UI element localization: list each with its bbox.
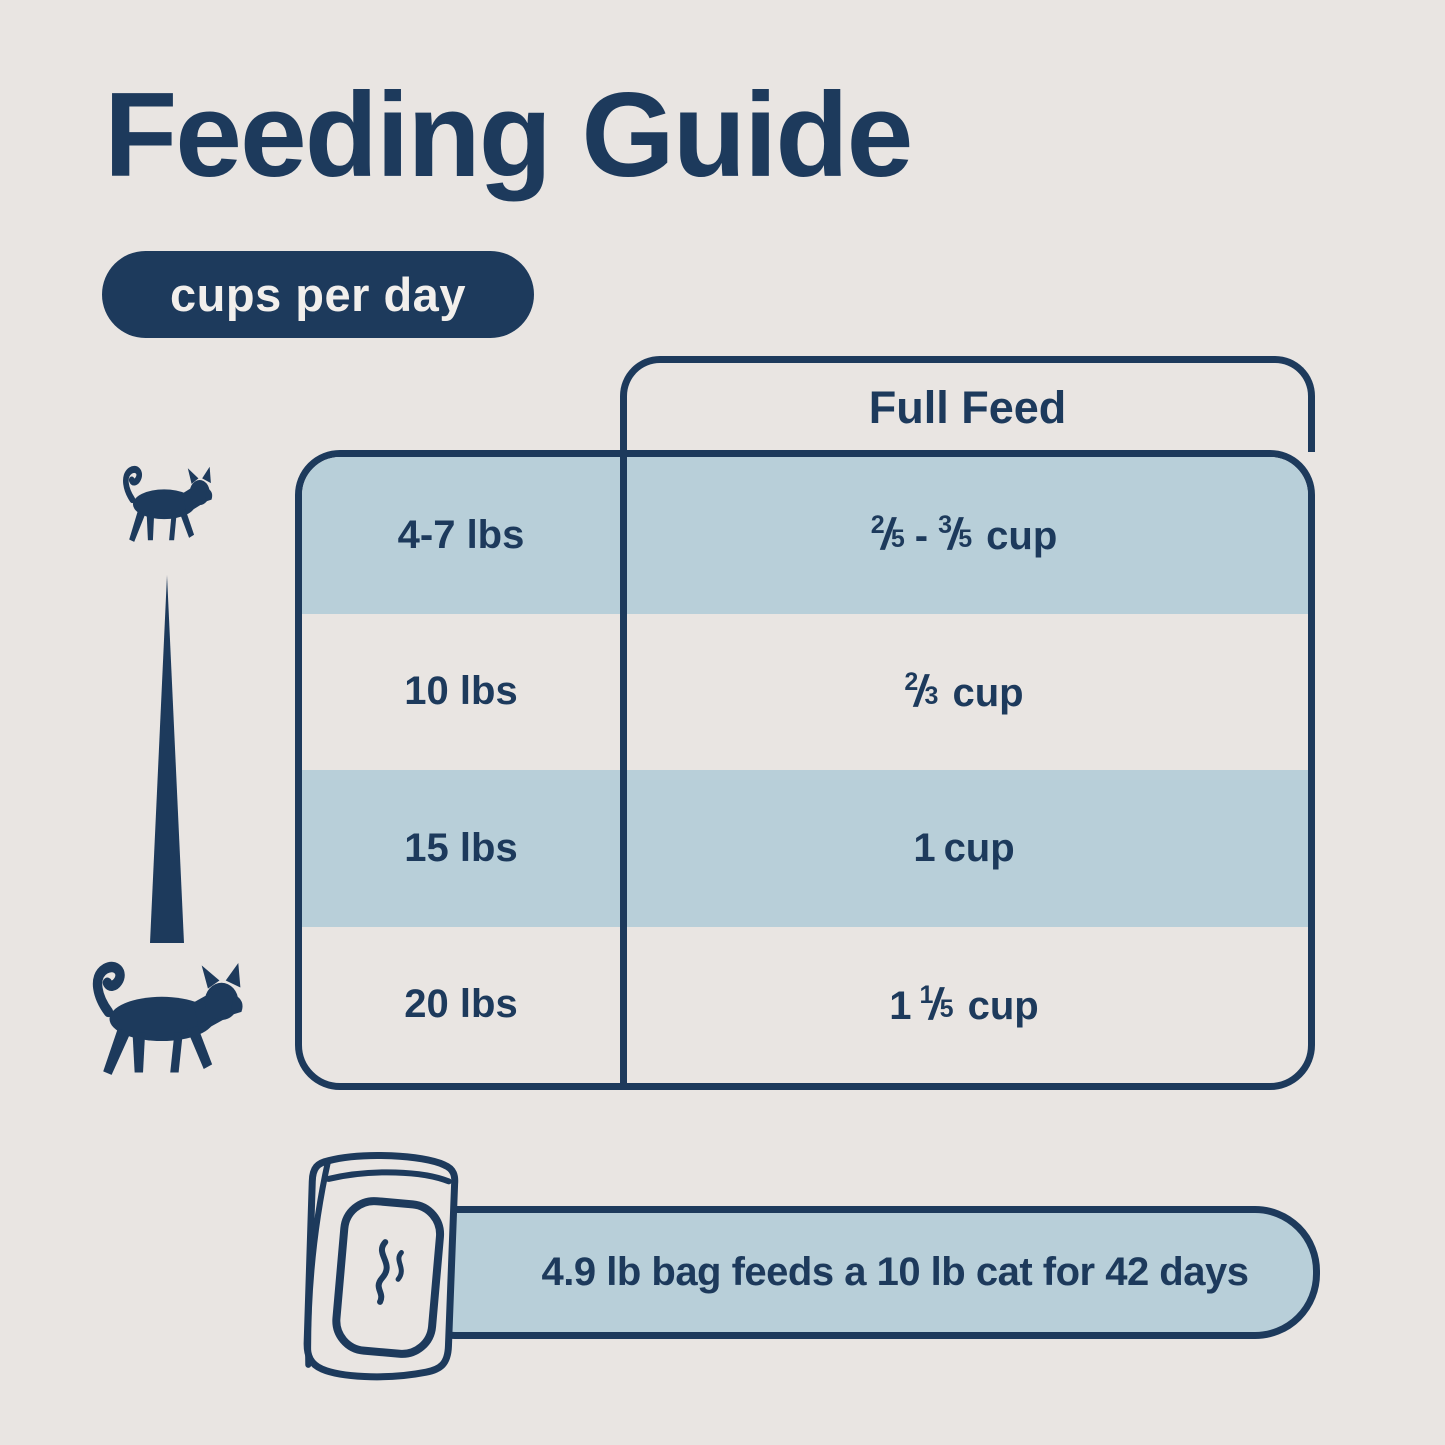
feed-cell: 1 cup — [620, 770, 1308, 927]
table-row: 20 lbs 1 1/5 cup — [302, 927, 1308, 1084]
bag-feeds-banner: 4.9 lb bag feeds a 10 lb cat for 42 days — [425, 1206, 1320, 1339]
weight-cell: 10 lbs — [404, 669, 518, 714]
weight-cell: 15 lbs — [404, 825, 518, 870]
food-bag-icon — [303, 1152, 459, 1381]
size-scale-triangle-icon — [150, 575, 184, 943]
feed-value: 1 cup — [913, 825, 1015, 870]
feeding-table: 4-7 lbs 2/5-3/5 cup 10 lbs 2/3 cup 15 lbs … — [295, 450, 1315, 1090]
feed-cell: 2/5-3/5 cup — [620, 457, 1308, 614]
page-title: Feeding Guide — [104, 68, 913, 202]
feed-value: 1 1/5 cup — [889, 979, 1039, 1029]
steam-icon — [375, 1239, 390, 1305]
steam-icon — [395, 1250, 404, 1282]
table-row: 15 lbs 1 cup — [302, 770, 1308, 927]
weight-cell: 4-7 lbs — [397, 512, 525, 557]
table-row: 10 lbs 2/3 cup — [302, 614, 1308, 771]
bag-feeds-note: 4.9 lb bag feeds a 10 lb cat for 42 days — [541, 1250, 1249, 1294]
feed-cell: 2/3 cup — [620, 614, 1308, 771]
feed-value: 2/3 cup — [904, 666, 1024, 716]
badge-label: cups per day — [170, 268, 466, 321]
column-header-label: Full Feed — [868, 381, 1067, 433]
feed-value: 2/5-3/5 cup — [870, 510, 1058, 560]
column-divider — [620, 457, 627, 1083]
small-cat-icon — [113, 462, 219, 552]
feed-cell: 1 1/5 cup — [620, 927, 1308, 1084]
large-cat-icon — [76, 956, 254, 1090]
cups-per-day-badge: cups per day — [102, 251, 534, 338]
full-feed-header-box: Full Feed — [620, 356, 1315, 452]
weight-cell: 20 lbs — [404, 982, 518, 1027]
table-row: 4-7 lbs 2/5-3/5 cup — [302, 457, 1308, 614]
